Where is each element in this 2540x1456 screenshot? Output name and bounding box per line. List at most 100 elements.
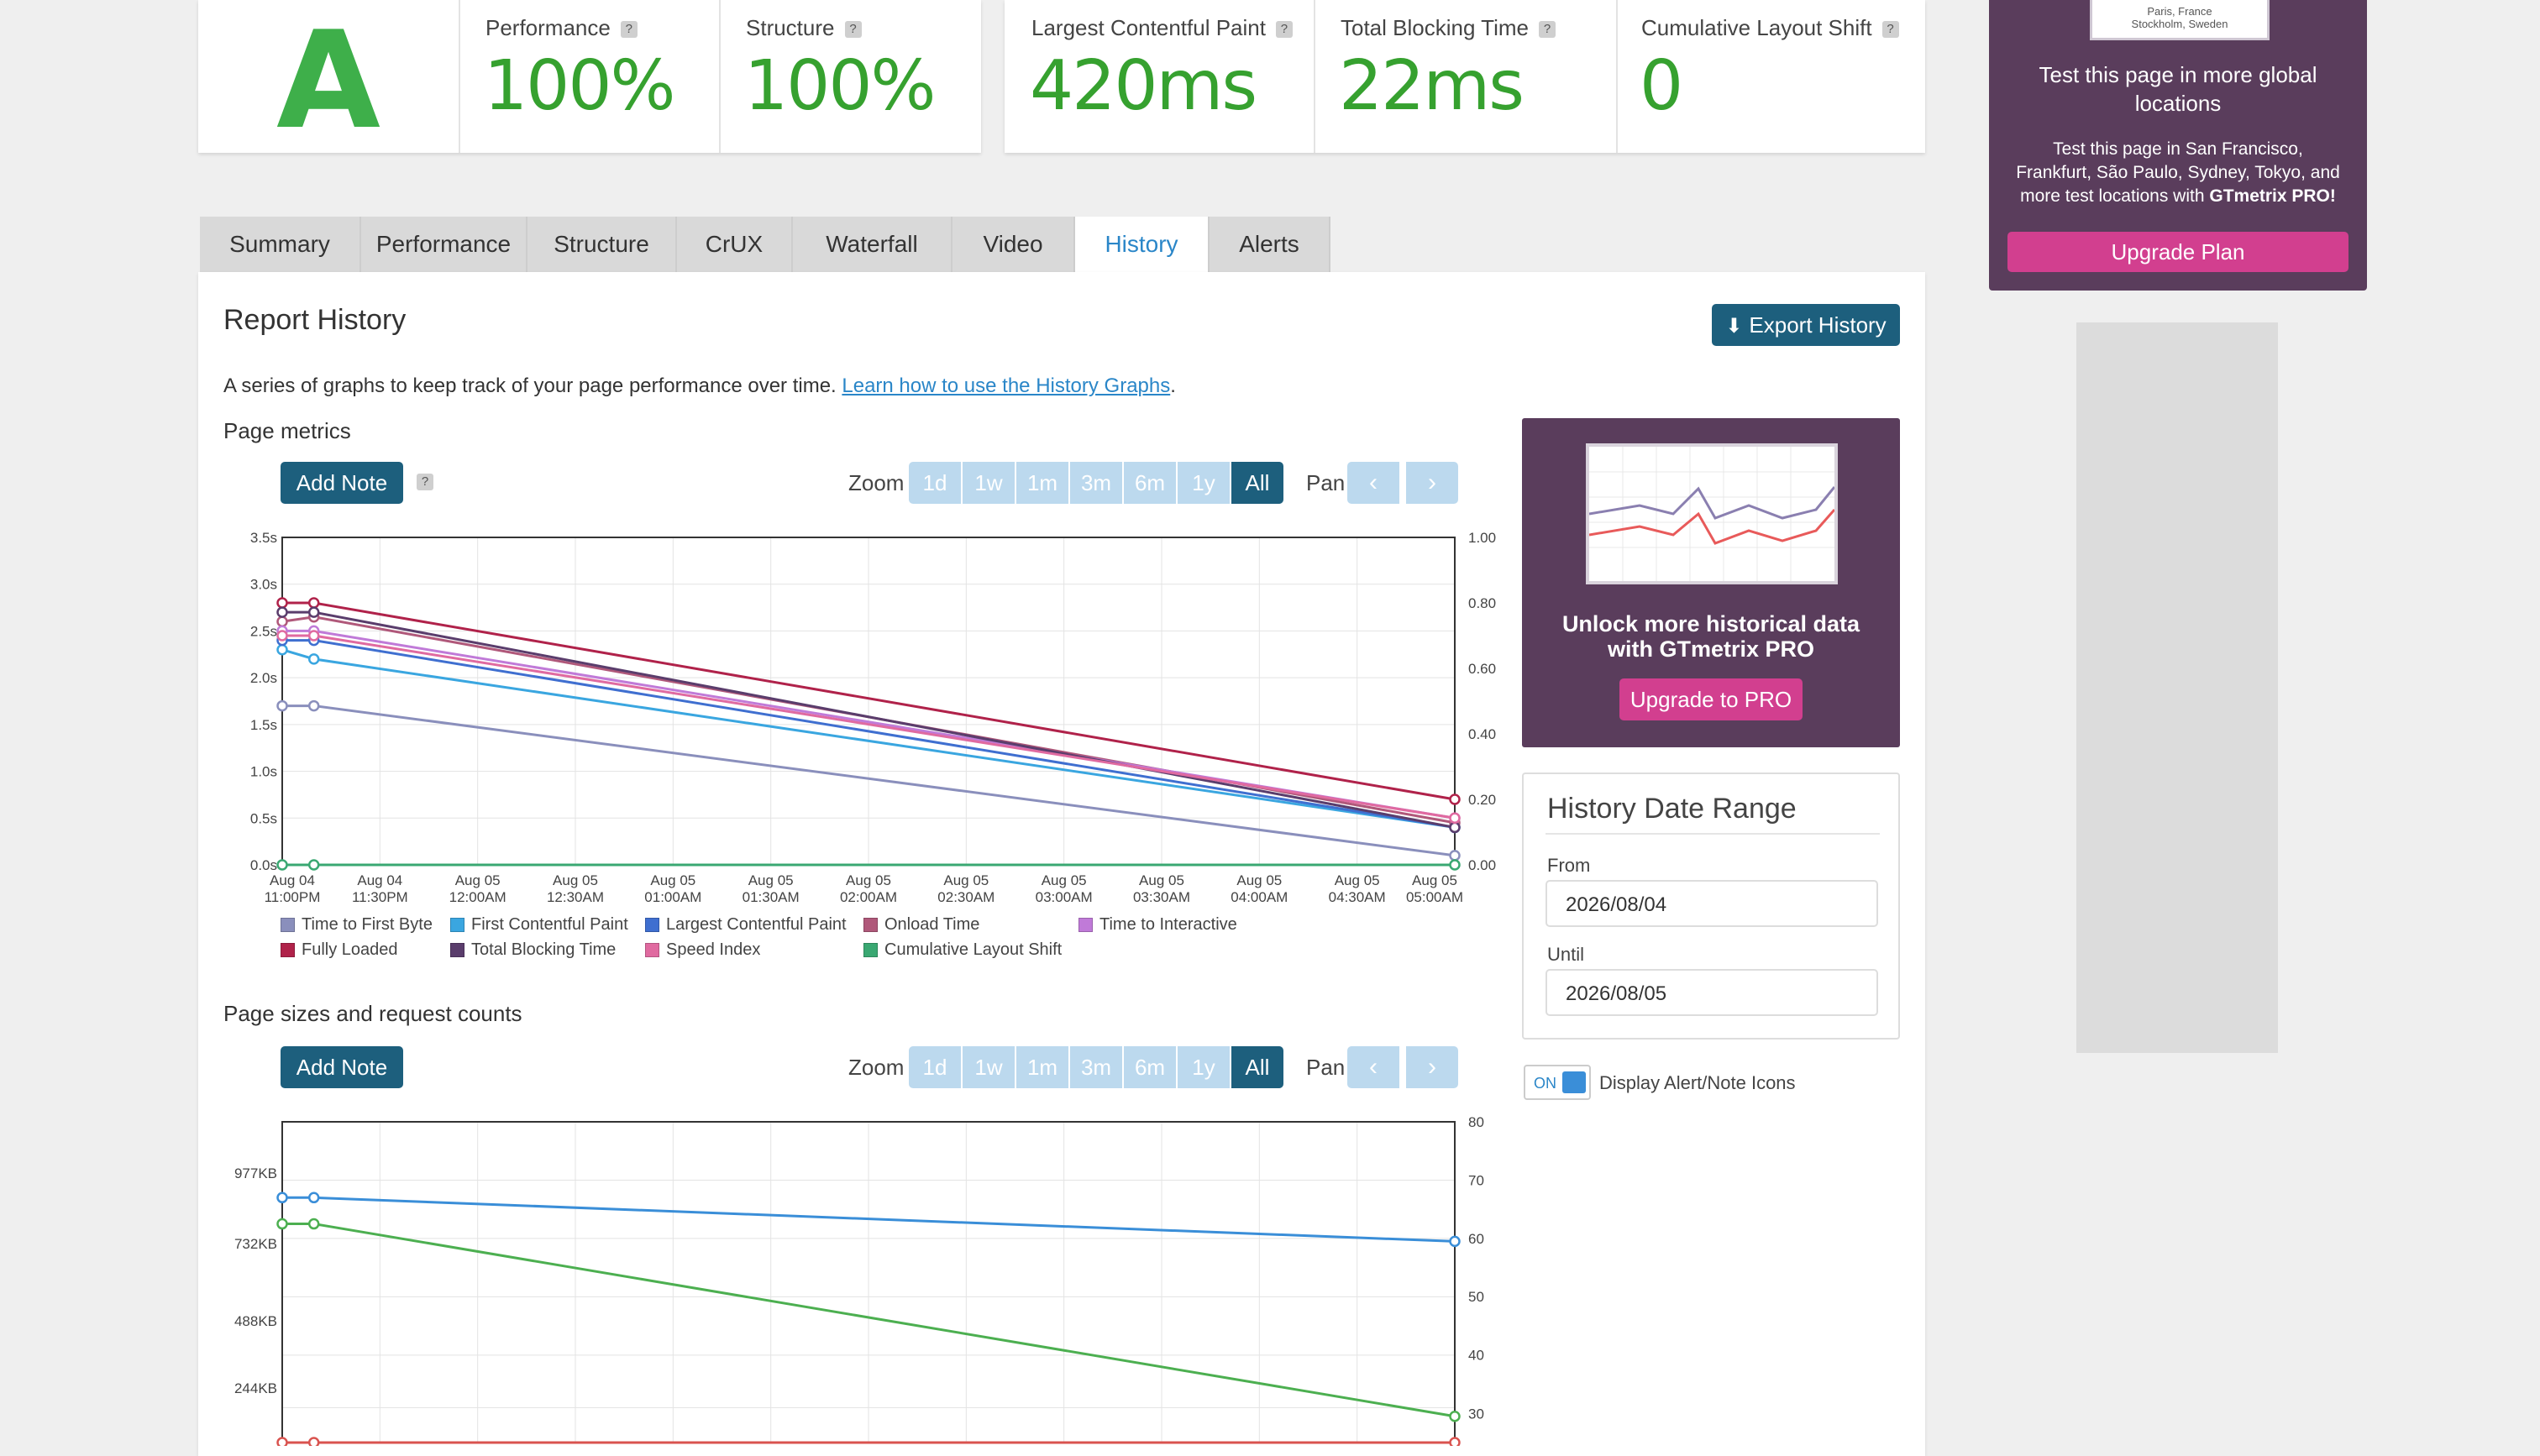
legend-swatch: [450, 943, 464, 958]
help-icon[interactable]: ?: [417, 474, 433, 490]
help-icon[interactable]: ?: [620, 21, 638, 39]
data-point: [1449, 1410, 1461, 1422]
page-sizes-chart: 244KB 488KB 732KB 977KB 30 40 50 60 70 80: [234, 1114, 1484, 1446]
zoom-1m-button[interactable]: 1m: [1016, 462, 1068, 504]
data-point: [307, 1437, 320, 1446]
data-point: [307, 699, 320, 712]
zoom-1w-button[interactable]: 1w: [963, 462, 1015, 504]
add-note-button[interactable]: Add Note: [281, 462, 403, 504]
cls-value: 0: [1640, 46, 1683, 126]
legend-item[interactable]: Cumulative Layout Shift: [863, 940, 1062, 960]
zoom-1m-button[interactable]: 1m: [1016, 1046, 1068, 1088]
data-point: [276, 1437, 288, 1446]
pan-left-button[interactable]: ‹: [1347, 462, 1399, 504]
zoom-all-button[interactable]: All: [1231, 462, 1283, 504]
zoom-3m-button[interactable]: 3m: [1070, 1046, 1122, 1088]
zoom-3m-button[interactable]: 3m: [1070, 462, 1122, 504]
y2-tick-label: 0.80: [1468, 595, 1496, 611]
legend-swatch: [281, 943, 295, 958]
tab-alerts[interactable]: Alerts: [1210, 217, 1330, 272]
mini-graph-icon: [1588, 447, 1836, 581]
export-history-button[interactable]: ⬇ Export History: [1712, 304, 1900, 346]
help-icon[interactable]: ?: [1881, 21, 1899, 39]
upgrade-plan-button[interactable]: Upgrade Plan: [2007, 232, 2348, 272]
pan-right-button[interactable]: ›: [1406, 462, 1458, 504]
x-tick-label: Aug 04: [270, 872, 315, 888]
legend-label: Time to First Byte: [302, 915, 433, 934]
zoom-6m-button[interactable]: 6m: [1124, 1046, 1176, 1088]
legend-label: Largest Contentful Paint: [666, 915, 847, 934]
x-tick-label: 01:00AM: [644, 889, 701, 905]
data-point: [276, 606, 288, 618]
legend-swatch: [645, 943, 659, 958]
upgrade-to-pro-button[interactable]: Upgrade to PRO: [1619, 678, 1803, 720]
tab-crux[interactable]: CrUX: [677, 217, 793, 272]
performance-value: 100%: [484, 46, 675, 126]
zoom-1d-button[interactable]: 1d: [909, 1046, 961, 1088]
data-point: [307, 606, 320, 618]
x-tick-label: 01:30AM: [743, 889, 800, 905]
x-tick-label: 02:30AM: [937, 889, 994, 905]
x-tick-label: Aug 04: [357, 872, 402, 888]
x-tick-label: Aug 05: [846, 872, 891, 888]
y2-tick-label: 0.00: [1468, 857, 1496, 873]
legend-item[interactable]: Onload Time: [863, 915, 979, 935]
legend-item[interactable]: Total Blocking Time: [450, 940, 616, 960]
data-point: [307, 859, 320, 871]
from-date-input[interactable]: 2026/08/04: [1546, 880, 1878, 927]
zoom-controls: 1d 1w 1m 3m 6m 1y All: [909, 1046, 1288, 1088]
zoom-1y-button[interactable]: 1y: [1178, 1046, 1230, 1088]
ad-placeholder: [2076, 322, 2278, 1053]
learn-history-graphs-link[interactable]: Learn how to use the History Graphs: [842, 374, 1171, 397]
data-point: [307, 630, 320, 642]
pan-controls: ‹ ›: [1347, 462, 1462, 504]
pan-left-button[interactable]: ‹: [1347, 1046, 1399, 1088]
history-date-range-box: History Date Range From 2026/08/04 Until…: [1522, 773, 1900, 1040]
zoom-1d-button[interactable]: 1d: [909, 462, 961, 504]
tab-performance[interactable]: Performance: [361, 217, 527, 272]
legend-item[interactable]: Largest Contentful Paint: [645, 915, 847, 935]
data-point: [1449, 812, 1461, 825]
legend-item[interactable]: Time to Interactive: [1078, 915, 1237, 935]
legend-swatch: [863, 943, 878, 958]
tab-waterfall[interactable]: Waterfall: [793, 217, 953, 272]
x-tick-label: Aug 05: [1335, 872, 1380, 888]
add-note-button[interactable]: Add Note: [281, 1046, 403, 1088]
pan-right-button[interactable]: ›: [1406, 1046, 1458, 1088]
tab-summary[interactable]: Summary: [200, 217, 361, 272]
legend-swatch: [863, 918, 878, 933]
y2-tick-label: 0.60: [1468, 661, 1496, 677]
zoom-1w-button[interactable]: 1w: [963, 1046, 1015, 1088]
legend-label: Speed Index: [666, 940, 761, 959]
y-tick-label: 3.0s: [250, 577, 277, 593]
alert-icons-toggle[interactable]: ON: [1524, 1065, 1591, 1100]
legend-item[interactable]: Speed Index: [645, 940, 760, 960]
tab-video[interactable]: Video: [953, 217, 1075, 272]
page-metrics-title: Page metrics: [223, 418, 351, 443]
chevron-right-icon: ›: [1428, 469, 1436, 496]
y-tick-label: 2.0s: [250, 670, 277, 686]
data-point: [1449, 793, 1461, 805]
zoom-6m-button[interactable]: 6m: [1124, 462, 1176, 504]
help-icon[interactable]: ?: [1538, 21, 1556, 39]
y-tick-label: 2.5s: [250, 623, 277, 639]
location-paris: Paris, France: [2147, 5, 2212, 18]
performance-label: Performance?: [485, 15, 638, 41]
until-date-input[interactable]: 2026/08/05: [1546, 969, 1878, 1016]
legend-item[interactable]: First Contentful Paint: [450, 915, 628, 935]
history-graph-thumbnail: [1586, 443, 1838, 584]
x-tick-label: 04:30AM: [1329, 889, 1386, 905]
tab-history[interactable]: History: [1075, 217, 1210, 274]
tab-structure[interactable]: Structure: [527, 217, 677, 272]
x-tick-label: Aug 05: [943, 872, 989, 888]
y2-tick-label: 40: [1468, 1348, 1484, 1364]
data-point: [276, 615, 288, 628]
history-pro-promo: Unlock more historical data with GTmetri…: [1522, 418, 1900, 747]
legend-item[interactable]: Fully Loaded: [281, 940, 398, 960]
zoom-1y-button[interactable]: 1y: [1178, 462, 1230, 504]
help-icon[interactable]: ?: [1275, 21, 1293, 39]
legend-item[interactable]: Time to First Byte: [281, 915, 433, 935]
y2-tick-label: 0.20: [1468, 792, 1496, 808]
zoom-all-button[interactable]: All: [1231, 1046, 1283, 1088]
help-icon[interactable]: ?: [844, 21, 862, 39]
